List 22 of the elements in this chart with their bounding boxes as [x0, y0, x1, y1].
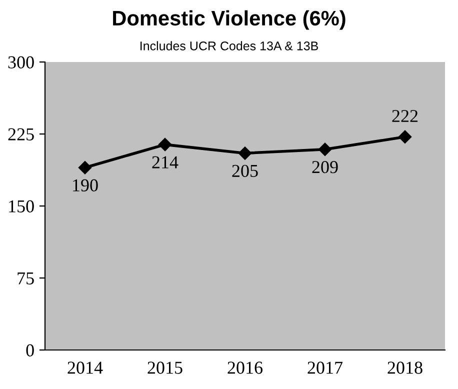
- data-label: 214: [152, 156, 178, 168]
- x-tick-label: 2018: [388, 362, 422, 374]
- x-tick-label: 2015: [148, 362, 182, 374]
- x-tick-label: 2014: [68, 362, 103, 374]
- chart-subtitle: Includes UCR Codes 13A & 13B: [140, 41, 318, 50]
- point: [78, 161, 92, 174]
- point: [238, 146, 252, 160]
- data-label: 222: [392, 110, 418, 122]
- y-tick-label: 150: [9, 200, 34, 212]
- chart-title: Domestic Violence (6%): [113, 10, 346, 30]
- point: [398, 130, 412, 144]
- data-label: 205: [232, 164, 258, 178]
- y-tick-label: 225: [8, 128, 34, 140]
- y-tick-label: 75: [18, 272, 34, 284]
- y-tick-label: 300: [8, 56, 34, 68]
- x-tick-label: 2017: [308, 362, 343, 374]
- y-tick-label: 0: [26, 344, 34, 356]
- point: [318, 142, 332, 156]
- data-label: 190: [73, 179, 98, 192]
- x-tick-label: 2016: [228, 362, 263, 374]
- point: [158, 138, 172, 152]
- data-label: 209: [312, 160, 338, 174]
